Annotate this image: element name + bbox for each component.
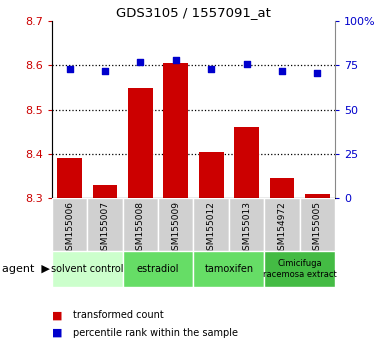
Text: GSM155009: GSM155009 bbox=[171, 201, 180, 256]
FancyBboxPatch shape bbox=[264, 251, 335, 287]
Point bbox=[137, 59, 144, 65]
Point bbox=[67, 66, 73, 72]
Point bbox=[173, 57, 179, 63]
Bar bbox=[199, 152, 224, 198]
Bar bbox=[93, 185, 117, 198]
Text: GSM155007: GSM155007 bbox=[100, 201, 110, 256]
Text: GSM155005: GSM155005 bbox=[313, 201, 322, 256]
Text: GSM155006: GSM155006 bbox=[65, 201, 74, 256]
Text: transformed count: transformed count bbox=[73, 310, 164, 320]
Text: GSM155013: GSM155013 bbox=[242, 201, 251, 256]
FancyBboxPatch shape bbox=[229, 198, 264, 251]
FancyBboxPatch shape bbox=[193, 198, 229, 251]
FancyBboxPatch shape bbox=[300, 198, 335, 251]
Text: GSM155012: GSM155012 bbox=[207, 201, 216, 256]
Text: Cimicifuga
racemosa extract: Cimicifuga racemosa extract bbox=[263, 259, 336, 279]
FancyBboxPatch shape bbox=[123, 251, 193, 287]
Point bbox=[208, 66, 214, 72]
Text: ■: ■ bbox=[52, 328, 62, 338]
Point bbox=[102, 68, 108, 74]
FancyBboxPatch shape bbox=[52, 251, 123, 287]
FancyBboxPatch shape bbox=[264, 198, 300, 251]
Text: percentile rank within the sample: percentile rank within the sample bbox=[73, 328, 238, 338]
Bar bbox=[305, 194, 330, 198]
FancyBboxPatch shape bbox=[52, 198, 87, 251]
FancyBboxPatch shape bbox=[158, 198, 193, 251]
Text: ■: ■ bbox=[52, 310, 62, 320]
Bar bbox=[128, 87, 153, 198]
Bar bbox=[163, 63, 188, 198]
FancyBboxPatch shape bbox=[123, 198, 158, 251]
Text: estradiol: estradiol bbox=[137, 264, 179, 274]
Point bbox=[243, 61, 249, 67]
Text: GSM155008: GSM155008 bbox=[136, 201, 145, 256]
Text: GSM154972: GSM154972 bbox=[277, 201, 286, 256]
Bar bbox=[270, 178, 294, 198]
FancyBboxPatch shape bbox=[193, 251, 264, 287]
Title: GDS3105 / 1557091_at: GDS3105 / 1557091_at bbox=[116, 6, 271, 19]
Point bbox=[314, 70, 320, 75]
Point bbox=[279, 68, 285, 74]
Text: tamoxifen: tamoxifen bbox=[204, 264, 253, 274]
Bar bbox=[57, 158, 82, 198]
Text: solvent control: solvent control bbox=[51, 264, 124, 274]
FancyBboxPatch shape bbox=[87, 198, 123, 251]
Bar bbox=[234, 127, 259, 198]
Text: agent  ▶: agent ▶ bbox=[2, 264, 50, 274]
